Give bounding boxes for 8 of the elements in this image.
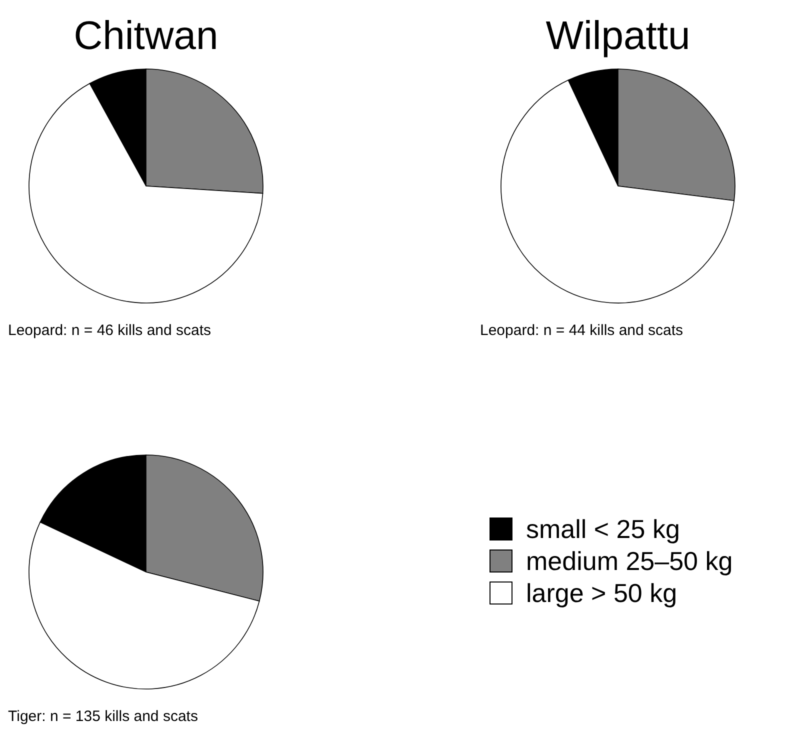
legend-label: medium 25–50 kg — [526, 546, 733, 576]
text: Tiger: n = 135 kills and scats — [8, 708, 198, 725]
text: Leopard: n = 46 kills and scats — [8, 322, 212, 339]
chart-title: Chitwan — [74, 14, 218, 58]
chart-title: Wilpattu — [546, 14, 690, 58]
text: Leopard: n = 44 kills and scats — [480, 322, 684, 339]
legend-label: small < 25 kg — [526, 514, 680, 544]
legend-label: large > 50 kg — [526, 578, 678, 608]
